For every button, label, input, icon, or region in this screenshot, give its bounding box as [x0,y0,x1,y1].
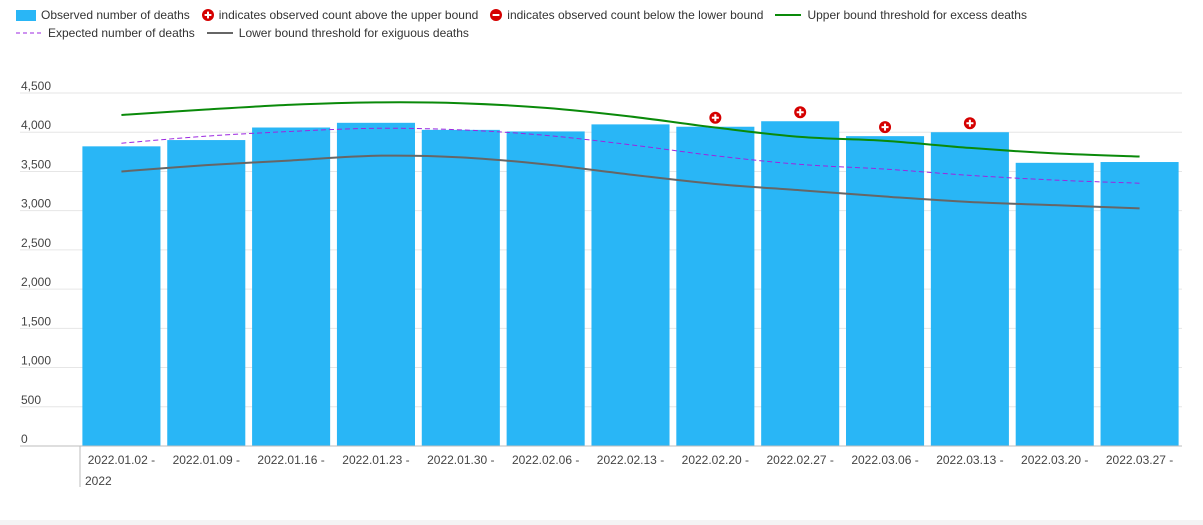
bar[interactable] [1100,162,1179,446]
bar[interactable] [167,140,246,447]
legend-row-1: Observed number of deaths indicates obse… [16,6,1196,24]
y-tick-label: 500 [21,393,41,407]
marker-plus-v [968,119,971,127]
bar[interactable] [1015,162,1094,446]
x-tick-label: 2022.01.23 - [342,453,409,467]
x-tick-label: 2022.03.06 - [851,453,918,467]
legend-item-expected[interactable]: Expected number of deaths [16,24,195,42]
x-tick-label: 2022.02.13 - [597,453,664,467]
y-tick-label: 0 [21,432,28,446]
lower-bound-line[interactable] [121,154,1140,210]
y-tick-label: 3,500 [21,157,51,171]
x-tick-label: 2022.03.27 - [1106,453,1173,467]
bar[interactable] [421,129,500,446]
x-tick-label: 2022.03.13 - [936,453,1003,467]
x-tick-label: 2022.01.09 - [173,453,240,467]
legend-swatch-observed [16,9,36,21]
bar[interactable] [506,131,585,446]
minus-circle-icon [490,9,503,21]
legend-label-lower-bound: Lower bound threshold for exiguous death… [238,26,469,40]
x-tick-label: 2022.01.16 - [257,453,324,467]
legend-label-below-marker: indicates observed count below the lower… [507,8,764,22]
y-tick-label: 4,500 [21,79,51,93]
x-tick-label: 2022.02.06 - [512,453,579,467]
bar[interactable] [761,121,840,447]
marker-plus-v [799,108,802,116]
legend-swatch-upper-bound [775,14,802,16]
x-tick-label: 2022.03.20 - [1021,453,1088,467]
lines-layer [121,101,1140,210]
y-tick-label: 3,000 [21,197,51,211]
expected-line[interactable] [121,127,1140,184]
legend: Observed number of deaths indicates obse… [16,6,1196,42]
y-tick-label: 1,500 [21,314,51,328]
y-tick-label: 2,000 [21,275,51,289]
above-bound-marker[interactable] [963,117,976,130]
legend-label-above-marker: indicates observed count above the upper… [218,8,479,22]
above-bound-marker[interactable] [709,111,722,124]
plus-circle-icon [201,9,214,21]
bar[interactable] [676,126,755,446]
x-tick-label: 2022.02.20 - [682,453,749,467]
legend-item-observed[interactable]: Observed number of deaths [16,6,190,24]
x-tick-label: 2022.01.30 - [427,453,494,467]
y-tick-label: 1,000 [21,354,51,368]
above-bound-marker[interactable] [879,121,892,134]
legend-item-above-marker[interactable]: indicates observed count above the upper… [201,6,479,24]
legend-item-upper-bound[interactable]: Upper bound threshold for excess deaths [775,6,1027,24]
x-tick-label-continuation: 2022 [85,474,112,488]
legend-row-2: Expected number of deaths Lower bound th… [16,24,1196,42]
bars-layer [82,121,1179,447]
bar[interactable] [930,132,1009,446]
axis-layer: 0 500 1,000 1,500 2,000 2,500 3,000 3,500 4,000 4… [20,79,1182,488]
markers-layer [709,106,976,134]
above-bound-marker[interactable] [794,106,807,119]
upper-bound-line[interactable] [121,101,1140,158]
x-tick-label: 2022.01.02 - [88,453,155,467]
legend-label-upper-bound: Upper bound threshold for excess deaths [807,8,1027,22]
legend-label-observed: Observed number of deaths [41,8,190,22]
y-tick-label: 2,500 [21,236,51,250]
bar[interactable] [336,122,415,446]
bar[interactable] [82,146,161,446]
bar[interactable] [591,124,670,446]
legend-label-expected: Expected number of deaths [48,26,195,40]
legend-item-below-marker[interactable]: indicates observed count below the lower… [490,6,763,24]
y-tick-label: 4,000 [21,118,51,132]
legend-swatch-lower-bound [206,32,233,34]
bar[interactable] [252,127,331,446]
marker-plus-v [884,123,887,131]
bar[interactable] [846,136,925,446]
legend-item-lower-bound[interactable]: Lower bound threshold for exiguous death… [206,24,469,42]
x-tick-label: 2022.02.27 - [766,453,833,467]
marker-plus-v [714,114,717,122]
legend-swatch-expected [16,32,42,34]
